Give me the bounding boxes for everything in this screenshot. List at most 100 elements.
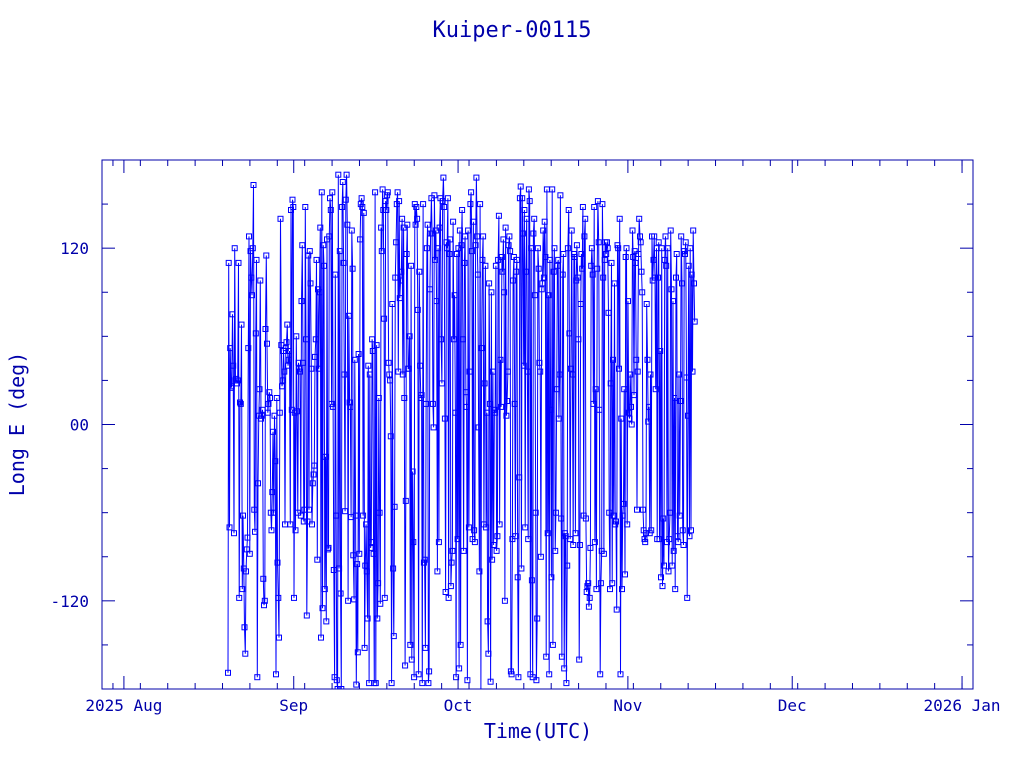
- data-point: [385, 359, 392, 366]
- data-point: [249, 292, 255, 299]
- data-point: [498, 403, 505, 410]
- data-point: [525, 186, 532, 193]
- data-point: [272, 458, 279, 465]
- data-point: [534, 615, 541, 622]
- data-point: [250, 182, 257, 188]
- data-point: [283, 339, 290, 346]
- data-point: [396, 295, 403, 302]
- data-point: [628, 403, 634, 410]
- data-point: [541, 218, 548, 225]
- data-point: [549, 186, 556, 193]
- data-point: [348, 227, 355, 234]
- data-point: [396, 198, 403, 205]
- data-point: [610, 512, 617, 519]
- data-point: [369, 336, 376, 343]
- data-point: [230, 362, 237, 369]
- data-point: [376, 509, 383, 516]
- data-point: [597, 671, 604, 678]
- data-point: [619, 586, 625, 593]
- data-point: [502, 224, 509, 231]
- data-point: [624, 521, 631, 528]
- data-point: [504, 398, 511, 404]
- data-point: [633, 356, 640, 363]
- data-point: [450, 336, 457, 343]
- data-point: [364, 615, 371, 622]
- data-point: [477, 201, 484, 208]
- data-point: [353, 681, 360, 688]
- data-point: [457, 641, 464, 648]
- data-point: [578, 251, 585, 257]
- data-point: [452, 409, 459, 416]
- data-point: [683, 374, 690, 381]
- data-point: [426, 286, 433, 293]
- data-point: [487, 678, 494, 685]
- data-point: [607, 586, 613, 593]
- data-point: [471, 527, 478, 534]
- data-point: [435, 245, 442, 252]
- data-point: [586, 594, 593, 601]
- data-point: [600, 550, 607, 557]
- data-point: [462, 389, 469, 396]
- data-point: [471, 539, 478, 546]
- data-point: [522, 268, 529, 275]
- data-point: [321, 586, 328, 593]
- data-point: [297, 368, 303, 375]
- data-point: [622, 254, 629, 260]
- data-point: [321, 262, 327, 269]
- data-point: [468, 248, 475, 255]
- data-point: [340, 259, 347, 266]
- data-point: [435, 539, 442, 546]
- data-point: [611, 280, 618, 287]
- data-point: [408, 262, 415, 269]
- data-point: [248, 274, 255, 281]
- data-point: [240, 512, 246, 519]
- data-point: [552, 509, 559, 516]
- data-point: [617, 671, 624, 678]
- data-point: [592, 386, 599, 393]
- data-point: [237, 400, 244, 407]
- data-point: [270, 509, 277, 516]
- data-point: [319, 605, 326, 612]
- data-point: [446, 251, 453, 257]
- data-point: [345, 597, 352, 604]
- data-point: [243, 568, 249, 575]
- data-point: [360, 209, 367, 216]
- data-point: [579, 265, 586, 272]
- data-point: [482, 262, 489, 269]
- data-point: [622, 571, 628, 578]
- data-point: [501, 597, 508, 604]
- data-point: [473, 174, 480, 181]
- data-point: [415, 671, 422, 678]
- x-tick-label: Dec: [778, 696, 807, 715]
- data-point: [434, 568, 441, 575]
- data-point: [660, 515, 667, 522]
- data-point: [399, 371, 406, 378]
- data-point: [263, 252, 270, 259]
- data-point: [225, 669, 231, 676]
- data-point: [475, 424, 482, 431]
- data-point: [656, 536, 663, 543]
- data-point: [258, 412, 265, 419]
- data-point: [557, 192, 564, 199]
- data-point: [466, 368, 473, 375]
- data-point: [372, 189, 379, 196]
- data-point: [625, 298, 631, 305]
- data-point: [417, 362, 424, 369]
- data-point: [581, 233, 588, 240]
- x-tick-label: 2026 Jan: [924, 696, 1001, 715]
- data-point: [589, 271, 596, 278]
- data-point: [563, 680, 570, 687]
- data-point: [339, 204, 346, 210]
- data-point: [341, 371, 348, 378]
- data-point: [609, 580, 616, 587]
- data-point: [407, 641, 414, 648]
- data-point: [394, 189, 401, 196]
- data-point: [534, 245, 541, 252]
- data-point: [456, 665, 463, 672]
- data-point: [677, 398, 684, 404]
- data-point: [511, 400, 518, 407]
- data-point: [256, 386, 263, 393]
- data-point: [356, 550, 363, 557]
- data-point: [297, 512, 304, 519]
